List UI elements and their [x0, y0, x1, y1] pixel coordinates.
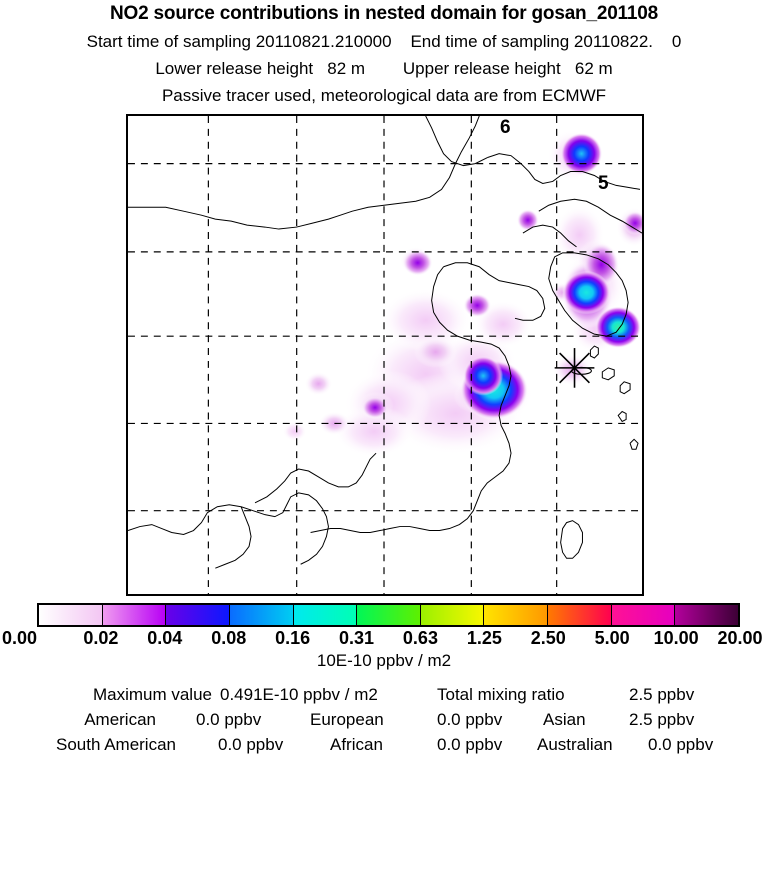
release-site-star-icon	[554, 348, 595, 388]
total-mixing-ratio-value: 2.5 ppbv	[629, 685, 695, 704]
plume-yellow-sea-north	[560, 132, 603, 175]
colorbar-segment-4[interactable]	[293, 605, 358, 625]
tracer-meteorology-line: Passive tracer used, meteorological data…	[161, 86, 607, 105]
colorbar-segment-10[interactable]	[675, 605, 739, 625]
colorbar-tick-4: 0.16	[275, 628, 311, 648]
colorbar-tick-1: 0.02	[83, 628, 119, 648]
african-label: African	[330, 735, 383, 754]
colorbar-tick-6: 0.63	[402, 628, 438, 648]
sampling-time-line: Start time of sampling 20110821.210000 E…	[86, 32, 682, 51]
colorbar-tick-7: 1.25	[466, 628, 502, 648]
stats-row-primary: American 0.0 ppbv European 0.0 ppbv Asia…	[0, 711, 768, 736]
figure-root: NO2 source contributions in nested domai…	[0, 3, 768, 761]
colorbar-container: 0.00 0.02 0.04 0.08 0.16 0.31 0.63 1.25 2.50 5.00…	[2, 603, 763, 647]
colorbar-tick-8: 2.50	[530, 628, 566, 648]
map-plot-area	[128, 116, 642, 594]
colorbar-tick-5: 0.31	[339, 628, 375, 648]
american-label: American	[84, 710, 156, 729]
colorbar-tick-labels: 0.00 0.02 0.04 0.08 0.16 0.31 0.63 1.25 2.50 5.00…	[0, 629, 768, 651]
colorbar-segment-8[interactable]	[548, 605, 612, 625]
colorbar-segment-7[interactable]	[484, 605, 549, 625]
colorbar-tick-3: 0.08	[211, 628, 247, 648]
colorbar-segment-0[interactable]	[39, 605, 103, 625]
colorbar-tick-0: 0.00	[2, 628, 38, 648]
grid-lines	[128, 116, 642, 594]
colorbar-unit-label: 10E-10 ppbv / m2	[316, 651, 452, 670]
page-title: NO2 source contributions in nested domai…	[110, 3, 658, 24]
south-american-value: 0.0 ppbv	[218, 735, 284, 754]
colorbar-segment-6[interactable]	[420, 605, 485, 625]
asian-value: 2.5 ppbv	[629, 710, 695, 729]
colorbar-tick-9: 5.00	[594, 628, 630, 648]
colorbar-tick-2: 0.04	[147, 628, 183, 648]
maximum-value: 0.491E-10 ppbv / m2	[220, 685, 378, 704]
release-height-line: Lower release height 82 m Upper release …	[155, 59, 613, 78]
european-label: European	[310, 710, 384, 729]
colorbar-segment-9[interactable]	[611, 605, 676, 625]
maximum-value-label: Maximum value	[92, 685, 212, 704]
coastline-layer	[128, 116, 642, 569]
colorbar-tick-11: 20.00	[717, 628, 763, 648]
statistics-block: Maximum value 0.491E-10 ppbv / m2 Total …	[0, 686, 768, 761]
region-label-5: 5	[598, 173, 609, 194]
colorbar-segment-2[interactable]	[166, 605, 230, 625]
colorbar[interactable]	[37, 603, 740, 627]
american-value: 0.0 ppbv	[196, 710, 262, 729]
total-mixing-ratio-label: Total mixing ratio	[437, 685, 565, 704]
colorbar-segment-1[interactable]	[102, 605, 167, 625]
map-panel[interactable]: 6 5	[126, 114, 644, 596]
australian-label: Australian	[537, 735, 613, 754]
african-value: 0.0 ppbv	[437, 735, 503, 754]
stats-row-secondary: South American 0.0 ppbv African 0.0 ppbv…	[0, 736, 768, 761]
asian-label: Asian	[543, 710, 586, 729]
european-value: 0.0 ppbv	[437, 710, 503, 729]
stats-row-maximum: Maximum value 0.491E-10 ppbv / m2 Total …	[0, 686, 768, 711]
colorbar-segment-3[interactable]	[229, 605, 294, 625]
colorbar-tick-10: 10.00	[653, 628, 699, 648]
colorbar-segment-5[interactable]	[357, 605, 421, 625]
australian-value: 0.0 ppbv	[648, 735, 714, 754]
south-american-label: South American	[55, 735, 176, 754]
plume-korea-west	[562, 270, 611, 315]
region-label-6: 6	[500, 117, 511, 138]
plume-korea-south	[595, 306, 642, 349]
